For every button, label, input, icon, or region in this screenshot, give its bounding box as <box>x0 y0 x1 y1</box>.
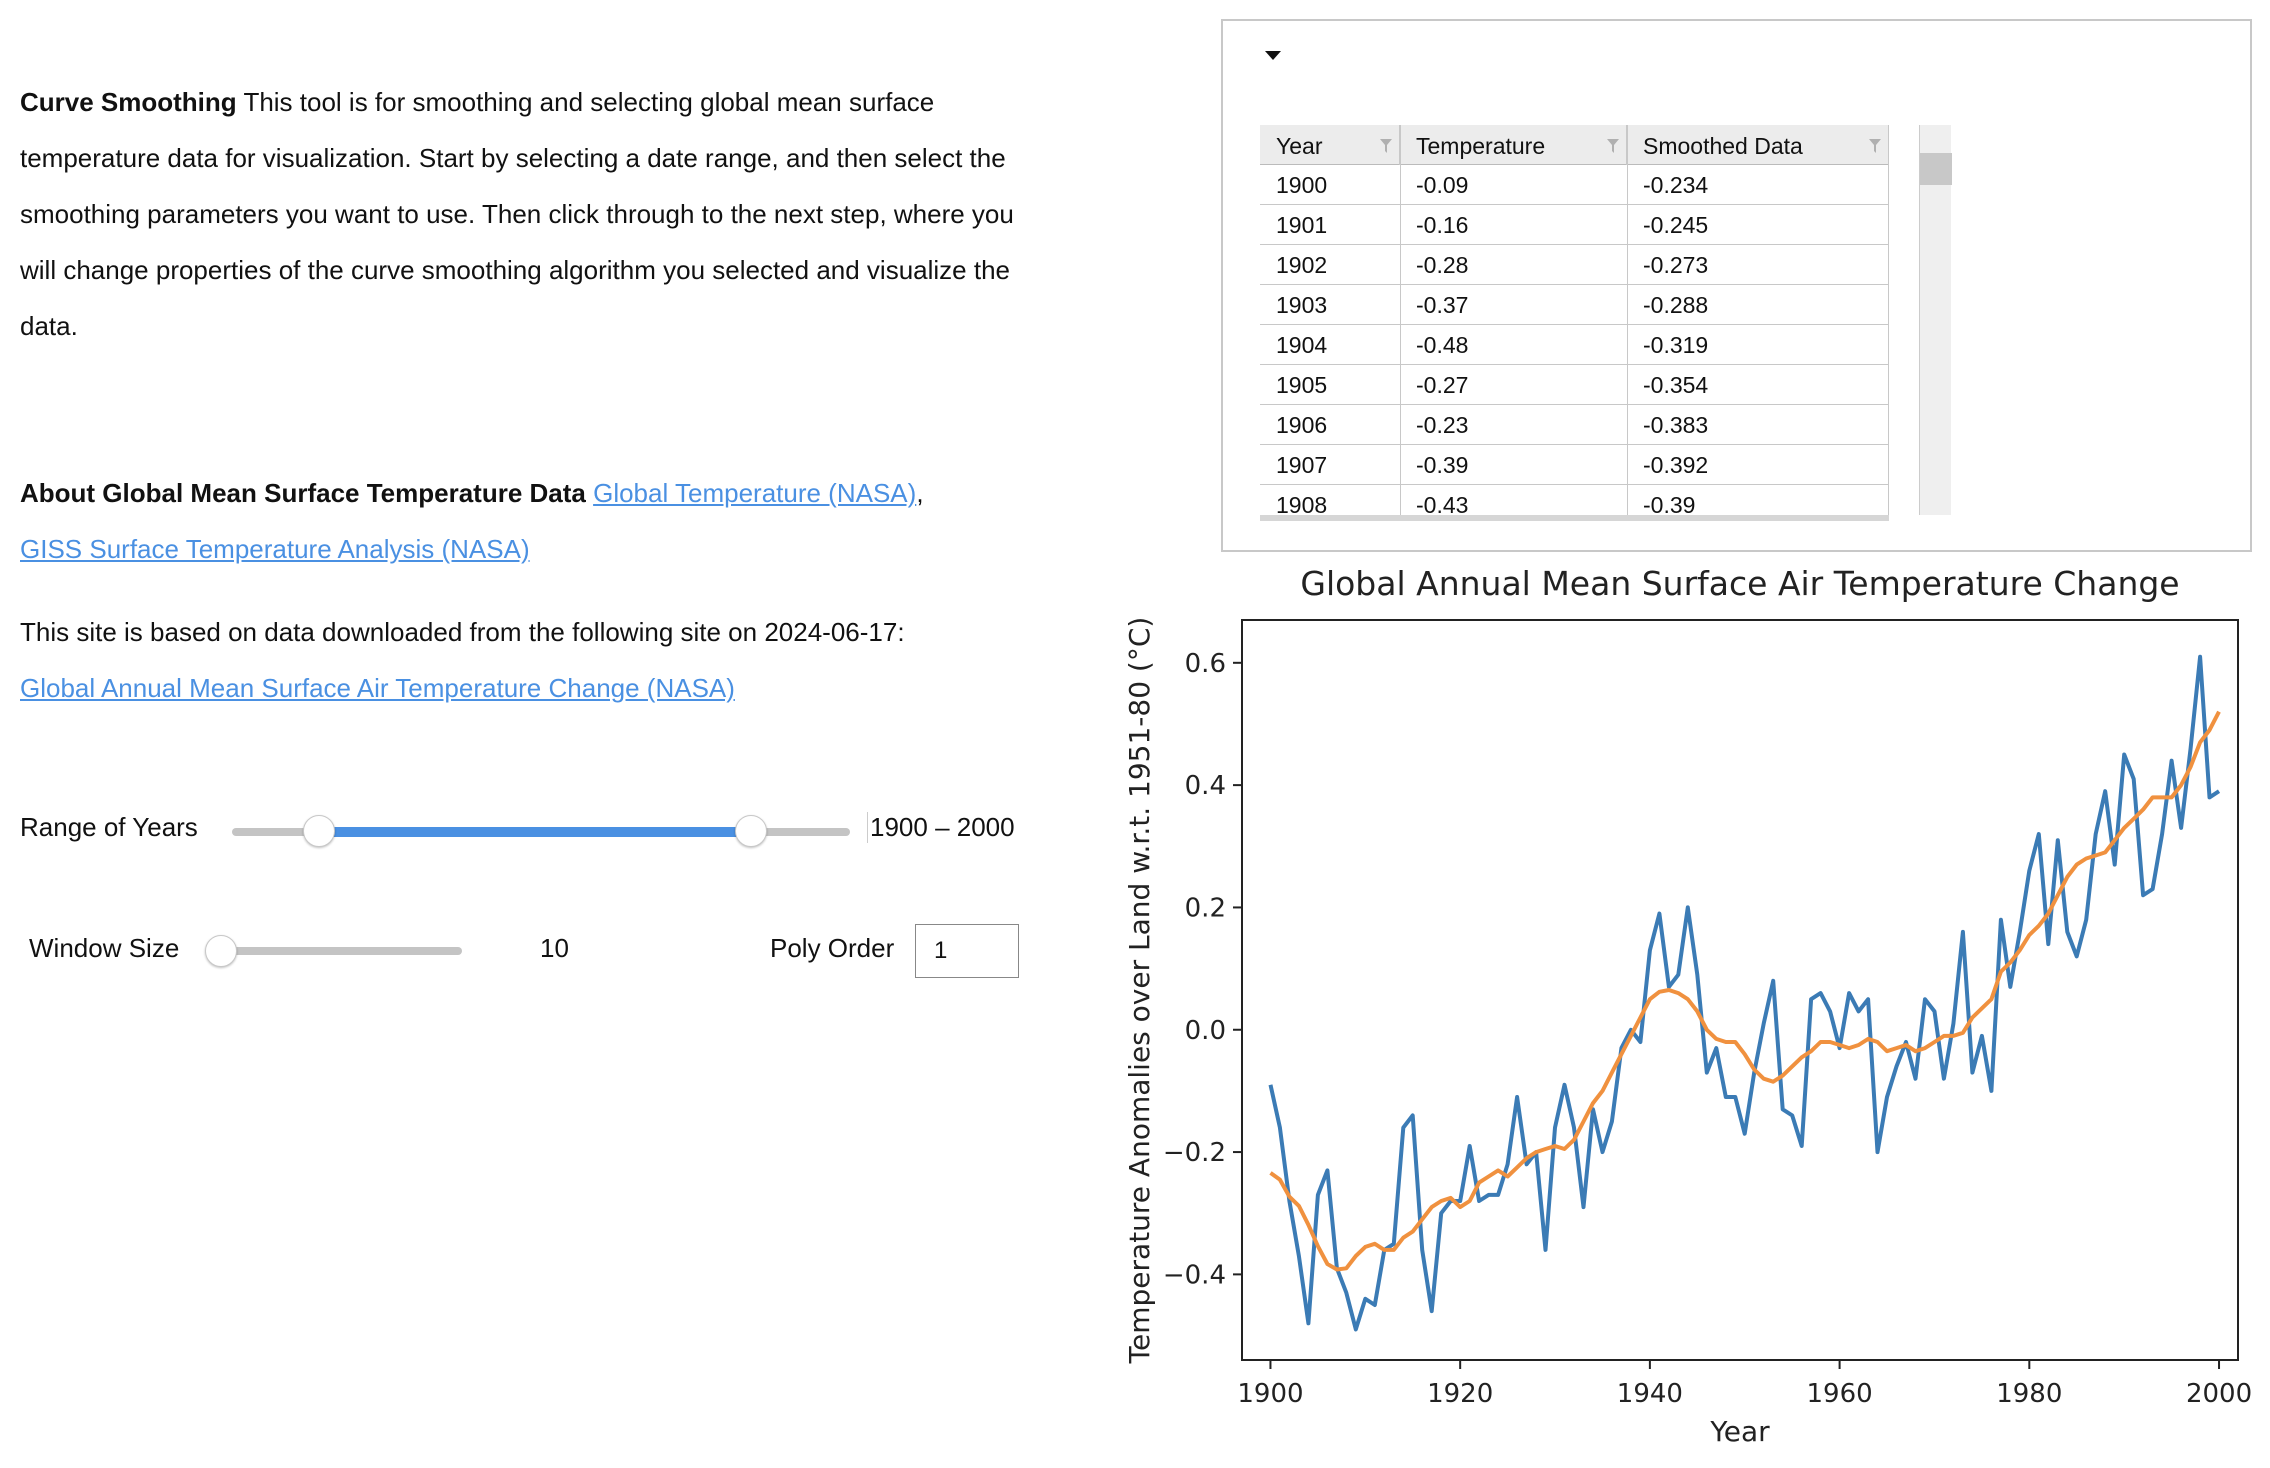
intro-paragraph: Curve Smoothing This tool is for smoothi… <box>20 74 1040 354</box>
cell-smoothed: -0.39 <box>1643 492 1696 515</box>
horizontal-scrollbar[interactable] <box>1260 515 1889 521</box>
y-tick-label: 0.4 <box>1185 771 1226 801</box>
data-table-panel: Year Temperature Smoothed Data 1900 -0.09… <box>1221 19 2252 552</box>
filter-icon[interactable] <box>1380 139 1392 153</box>
cell-smoothed: -0.288 <box>1643 292 1709 318</box>
window-size-slider-track[interactable] <box>214 947 462 955</box>
table-row[interactable]: 1901 -0.16 -0.245 <box>1260 205 1889 245</box>
column-header-temperature[interactable]: Temperature <box>1400 125 1627 165</box>
source-text: This site is based on data downloaded fr… <box>20 617 905 647</box>
chart-title: Global Annual Mean Surface Air Temperatu… <box>1300 564 2179 603</box>
column-divider <box>1627 125 1628 515</box>
y-tick-label: −0.4 <box>1163 1260 1226 1290</box>
cell-temperature: -0.48 <box>1416 332 1469 358</box>
x-tick-label: 1900 <box>1237 1379 1303 1409</box>
x-axis-label: Year <box>1709 1415 1770 1448</box>
range-of-years-value: 1900 – 2000 <box>867 812 1015 843</box>
column-divider <box>1400 125 1401 515</box>
range-of-years-label: Range of Years <box>20 812 198 842</box>
y-tick-label: 0.6 <box>1185 649 1226 679</box>
source-data-link[interactable]: Global Annual Mean Surface Air Temperatu… <box>20 673 735 703</box>
intro-title: Curve Smoothing <box>20 87 237 117</box>
cell-smoothed: -0.273 <box>1643 252 1709 278</box>
cell-temperature: -0.23 <box>1416 412 1469 438</box>
data-grid: Year Temperature Smoothed Data 1900 -0.09… <box>1260 125 1889 515</box>
table-row[interactable]: 1900 -0.09 -0.234 <box>1260 165 1889 205</box>
grid-header: Year Temperature Smoothed Data <box>1260 125 1889 165</box>
cell-temperature: -0.39 <box>1416 452 1469 478</box>
range-slider-min-handle[interactable] <box>302 815 335 847</box>
window-size-slider-handle[interactable] <box>205 935 238 967</box>
y-tick-label: −0.2 <box>1163 1138 1226 1168</box>
window-size-label: Window Size <box>29 933 180 963</box>
temperature-chart: Global Annual Mean Surface Air Temperatu… <box>1123 564 2252 1448</box>
column-header-year[interactable]: Year <box>1260 125 1400 165</box>
x-tick-label: 1960 <box>1807 1379 1873 1409</box>
y-axis-label: Temperature Anomalies over Land w.r.t. 1… <box>1123 617 1156 1365</box>
about-title: About Global Mean Surface Temperature Da… <box>20 478 586 508</box>
poly-order-label: Poly Order <box>770 933 895 963</box>
x-tick-label: 2000 <box>2186 1379 2252 1409</box>
cell-year: 1907 <box>1276 452 1328 478</box>
giss-analysis-link[interactable]: GISS Surface Temperature Analysis (NASA) <box>20 534 530 564</box>
about-separator: , <box>916 478 924 508</box>
cell-year: 1908 <box>1276 492 1328 515</box>
cell-temperature: -0.16 <box>1416 212 1469 238</box>
smoothed-series-line <box>1269 710 2221 1272</box>
cell-smoothed: -0.319 <box>1643 332 1709 358</box>
cell-temperature: -0.37 <box>1416 292 1469 318</box>
cell-year: 1906 <box>1276 412 1328 438</box>
x-tick-label: 1920 <box>1427 1379 1493 1409</box>
table-row[interactable]: 1907 -0.39 -0.392 <box>1260 445 1889 485</box>
table-row[interactable]: 1908 -0.43 -0.39 <box>1260 485 1889 515</box>
cell-smoothed: -0.383 <box>1643 412 1709 438</box>
cell-smoothed: -0.392 <box>1643 452 1709 478</box>
vertical-scrollbar-thumb[interactable] <box>1920 153 1952 185</box>
cell-temperature: -0.09 <box>1416 172 1469 198</box>
cell-year: 1903 <box>1276 292 1328 318</box>
cell-temperature: -0.28 <box>1416 252 1469 278</box>
plot-frame <box>1241 619 2239 1361</box>
cell-smoothed: -0.354 <box>1643 372 1709 398</box>
range-slider-max-handle[interactable] <box>735 815 768 847</box>
table-row[interactable]: 1906 -0.23 -0.383 <box>1260 405 1889 445</box>
table-row[interactable]: 1903 -0.37 -0.288 <box>1260 285 1889 325</box>
cell-smoothed: -0.245 <box>1643 212 1709 238</box>
column-header-temperature-label: Temperature <box>1416 133 1546 159</box>
table-row[interactable]: 1905 -0.27 -0.354 <box>1260 365 1889 405</box>
cell-year: 1902 <box>1276 252 1328 278</box>
cell-year: 1901 <box>1276 212 1328 238</box>
cell-temperature: -0.27 <box>1416 372 1469 398</box>
global-temperature-link[interactable]: Global Temperature (NASA) <box>593 478 917 508</box>
intro-text: This tool is for smoothing and selecting… <box>20 87 1014 341</box>
table-row[interactable]: 1904 -0.48 -0.319 <box>1260 325 1889 365</box>
about-paragraph: About Global Mean Surface Temperature Da… <box>20 465 1040 577</box>
dropdown-caret-icon[interactable] <box>1265 51 1281 60</box>
y-tick-label: 0.0 <box>1185 1016 1226 1046</box>
x-tick-label: 1980 <box>1996 1379 2062 1409</box>
column-divider <box>1888 125 1889 515</box>
column-header-smoothed-label: Smoothed Data <box>1643 133 1803 159</box>
table-row[interactable]: 1902 -0.28 -0.273 <box>1260 245 1889 285</box>
x-tick-label: 1940 <box>1617 1379 1683 1409</box>
filter-icon[interactable] <box>1869 139 1881 153</box>
column-header-year-label: Year <box>1276 133 1323 159</box>
temperature-series-line <box>1268 654 2221 1332</box>
cell-year: 1900 <box>1276 172 1328 198</box>
window-size-value: 10 <box>540 933 569 963</box>
y-tick-label: 0.2 <box>1185 893 1226 923</box>
cell-year: 1904 <box>1276 332 1328 358</box>
filter-icon[interactable] <box>1607 139 1619 153</box>
poly-order-input[interactable] <box>915 924 1019 978</box>
vertical-scrollbar[interactable] <box>1919 125 1952 515</box>
cell-smoothed: -0.234 <box>1643 172 1709 198</box>
cell-temperature: -0.43 <box>1416 492 1469 515</box>
source-paragraph: This site is based on data downloaded fr… <box>20 604 1040 716</box>
column-header-smoothed-data[interactable]: Smoothed Data <box>1627 125 1889 165</box>
range-slider-fill <box>318 827 752 837</box>
cell-year: 1905 <box>1276 372 1328 398</box>
